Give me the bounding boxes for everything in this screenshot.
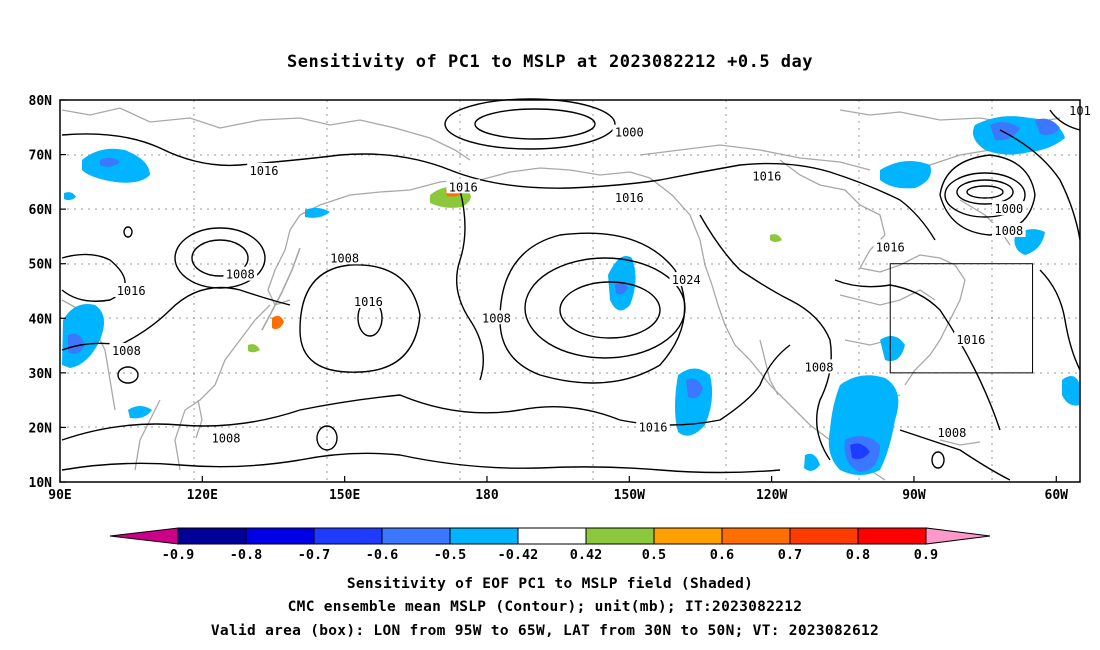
contour-label-bg [669,272,704,287]
contour-label-bg [479,310,514,325]
map-gridlines [60,100,1080,482]
lat-tick-label: 40N [29,312,53,327]
contour-label: 1000 [615,126,644,140]
contour-label: 1016 [956,333,985,347]
contour-label: 1008 [330,251,359,265]
lon-tick-label: 120W [756,488,787,503]
colorbar-swatch [313,527,383,545]
contour-label-bg [327,250,362,265]
colorbar-label: 0.8 [846,547,870,563]
colorbar-swatch [857,527,927,545]
contour-label-bg [992,201,1026,216]
valid-area-box [889,263,1034,374]
contour-label: 1008 [805,360,834,374]
contour-label: 1016 [639,420,668,434]
contour-label: 1016 [615,191,644,205]
colorbar-label: -0.7 [298,547,331,563]
colorbar-label: -0.42 [498,547,539,563]
lat-tick-label: 10N [29,476,53,491]
contour-label-bg [802,359,836,374]
colorbar-swatch [245,527,315,545]
colorbar-high-arrow [925,527,991,545]
colorbar-swatch [177,527,247,545]
contour-label-bg [612,190,647,205]
contour-label-bg [992,222,1026,237]
colorbar-swatch [653,527,723,545]
contour-label: 1016 [876,240,905,254]
map-frame [59,99,1081,483]
map-panel: 1000101610161016101610161000100810110081… [29,94,1094,503]
colorbar-label: -0.6 [366,547,399,563]
contour-label: 1008 [994,224,1023,238]
colorbar-low-arrow [109,527,179,545]
colorbar-label: 0.7 [778,547,802,563]
contour-label: 1008 [212,431,241,445]
lat-tick-label: 50N [29,258,53,273]
contour-label-bg [446,179,481,194]
colorbar-label: 0.6 [710,547,734,563]
latitude-axis: 80N 70N 60N 50N 40N 30N 20N 10N [29,94,66,491]
contour-label: 1008 [482,311,511,325]
colorbar-swatch [789,527,859,545]
contour-label-bg [109,343,144,358]
lon-tick-label: 60W [1045,488,1069,503]
figure-title: Sensitivity of PC1 to MSLP at 2023082212… [287,52,813,72]
colorbar-swatch [517,527,587,545]
colorbar-label: 0.42 [570,547,603,563]
lat-tick-label: 80N [29,94,53,109]
colorbar-swatch [721,527,791,545]
colorbar-label: -0.5 [434,547,467,563]
contour-label: 1008 [937,426,966,440]
contour-label: 1024 [672,273,701,287]
lat-tick-label: 60N [29,203,53,218]
contour-label: 1008 [112,344,141,358]
contour-label: 1016 [752,169,781,183]
lon-tick-label: 150E [329,488,360,503]
lon-tick-label: 90E [48,488,71,503]
contour-label-bg [209,430,243,445]
contour-label-bg [954,332,988,347]
contour-label: 1008 [226,268,255,282]
contour-label-bg [114,283,148,297]
contour-label-bg [223,266,258,281]
contour-label-bg [351,293,386,308]
caption-line-3: Valid area (box): LON from 95W to 65W, L… [211,623,879,639]
lat-tick-label: 70N [29,149,53,164]
contour-label: 1016 [354,295,383,309]
caption-line-2: CMC ensemble mean MSLP (Contour); unit(m… [288,599,803,615]
contour-label-bg [873,239,908,254]
lon-tick-label: 90W [902,488,926,503]
contour-label-bg [247,162,281,177]
mslp-contours [61,98,1081,481]
contour-label: 1016 [449,180,478,194]
colorbar: -0.9 -0.8 -0.7 -0.6 -0.5 -0.42 0.42 0.5 0.6 0.7 0.… [109,527,991,563]
lon-tick-label: 150W [614,488,645,503]
contour-label: 1016 [117,284,146,298]
contour-label: 1016 [250,164,279,178]
colorbar-label: -0.9 [162,547,195,563]
contour-label-bg [612,124,647,139]
colorbar-swatch [381,527,451,545]
contour-labels: 1000101610161016101610161000100810110081… [109,102,1094,445]
colorbar-swatch [449,527,519,545]
lat-tick-label: 30N [29,367,53,382]
lon-tick-label: 180 [475,488,499,503]
colorbar-label: 0.5 [642,547,666,563]
colorbar-label: 0.9 [914,547,938,563]
contour-label-bg [750,168,784,183]
map-background [60,100,1080,482]
longitude-axis: 90E 120E 150E 180 150W 120W 90W 60W [48,476,1068,503]
caption-line-1: Sensitivity of EOF PC1 to MSLP field (Sh… [347,576,753,592]
sensitivity-shading [62,116,1080,475]
colorbar-swatch [585,527,655,545]
colorbar-label: -0.8 [230,547,263,563]
contour-label-bg [636,419,670,434]
contour-label-bg [935,424,969,439]
contour-label: 1000 [994,202,1023,216]
lon-tick-label: 120E [187,488,218,503]
lat-tick-label: 20N [29,421,53,436]
